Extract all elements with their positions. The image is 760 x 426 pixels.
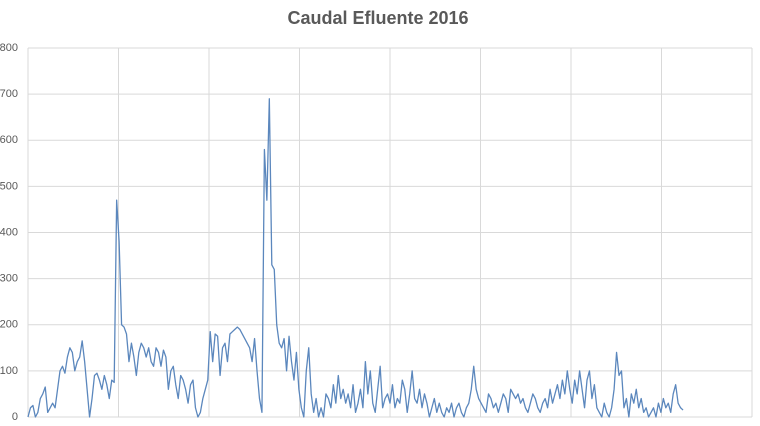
line-series: [27, 98, 684, 418]
y-tick-label: 600: [0, 134, 18, 146]
y-tick-label: 700: [0, 88, 18, 100]
y-tick-label: 200: [0, 319, 18, 331]
y-tick-label: 500: [0, 180, 18, 192]
y-tick-label: 800: [0, 42, 18, 54]
chart-title: Caudal Efluente 2016: [287, 8, 468, 28]
y-tick-label: 400: [0, 226, 18, 238]
y-tick-label: 100: [0, 365, 18, 377]
y-tick-label: 0: [12, 411, 18, 423]
y-tick-label: 300: [0, 273, 18, 285]
